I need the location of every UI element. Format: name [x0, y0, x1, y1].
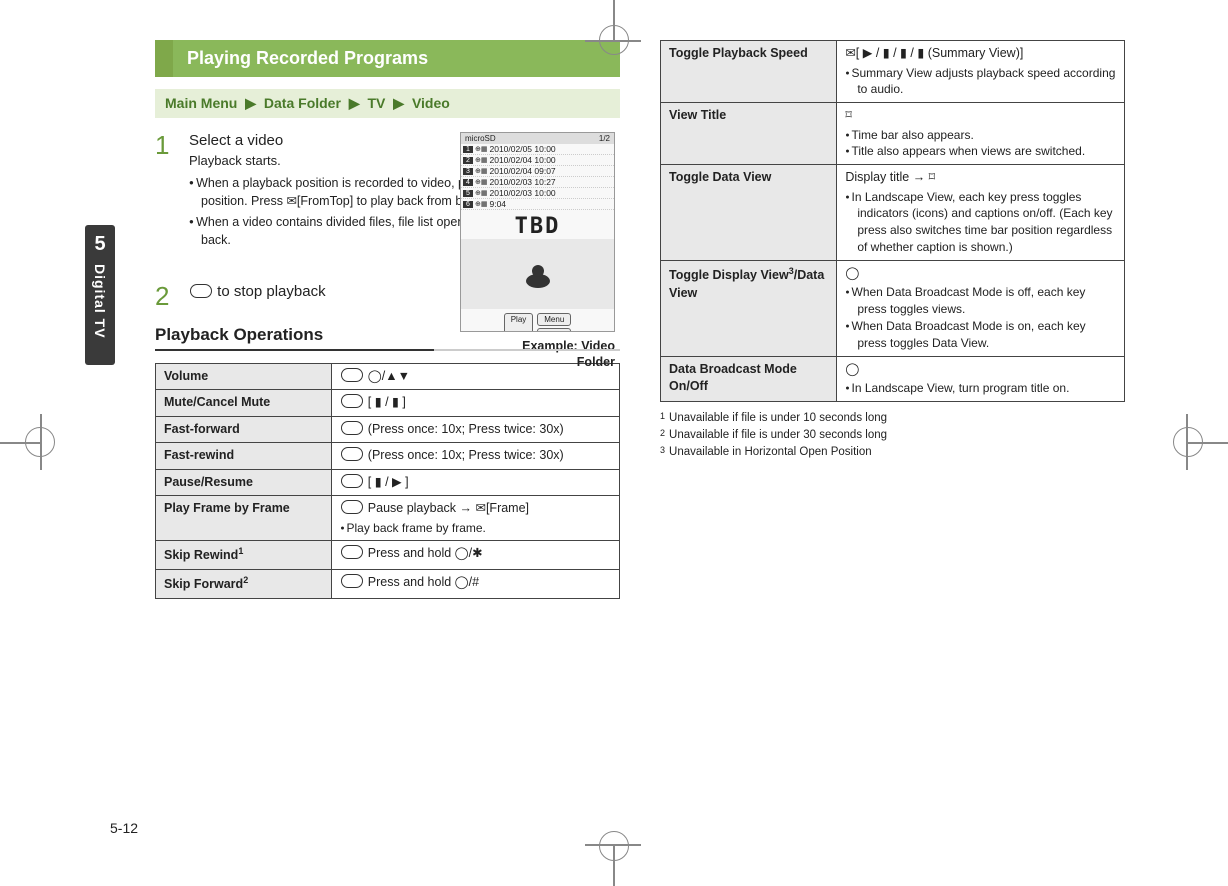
tbd-label: TBD: [461, 214, 614, 239]
operations-table-right: Toggle Playback Speed✉[ ▶ / ▮ / ▮ / ▮ (S…: [660, 40, 1125, 402]
screen-header-right: 1/2: [599, 134, 610, 143]
op-desc: Press and hold ◯/✱: [332, 541, 620, 570]
op-label: Skip Forward2: [156, 569, 332, 598]
op-label: View Title: [661, 103, 837, 165]
footnote-number: 3: [660, 445, 665, 455]
breadcrumb-part: Video: [412, 95, 450, 111]
op-label: Fast-rewind: [156, 443, 332, 470]
op-desc: [ ▮ / ▮ ]: [332, 390, 620, 417]
step-title: to stop playback: [217, 283, 325, 300]
op-desc: ◯When Data Broadcast Mode is off, each k…: [837, 260, 1125, 356]
table-row: Data Broadcast Mode On/Off◯In Landscape …: [661, 356, 1125, 401]
screen-header-left: microSD: [465, 134, 496, 143]
breadcrumb-part: Main Menu: [165, 95, 237, 111]
op-desc: ⌑Time bar also appears.Title also appear…: [837, 103, 1125, 165]
chapter-title: Digital TV: [92, 264, 108, 339]
op-label: Volume: [156, 363, 332, 390]
table-row: Toggle Data ViewDisplay title → ⌑In Land…: [661, 165, 1125, 261]
file-list-row: 5⊕▦2010/02/03 10:00: [461, 188, 614, 199]
footnote-number: 1: [660, 411, 665, 421]
chevron-icon: ▶: [349, 95, 360, 111]
subsection-title: Playback Operations: [155, 325, 620, 353]
breadcrumb-part: Data Folder: [264, 95, 341, 111]
operations-table-left: Volume ◯/▲▼Mute/Cancel Mute [ ▮ / ▮ ]Fas…: [155, 363, 620, 599]
chapter-number: 5: [94, 233, 105, 256]
right-column: Toggle Playback Speed✉[ ▶ / ▮ / ▮ / ▮ (S…: [660, 40, 1125, 599]
preview-image: [461, 239, 614, 309]
page-number: 5-12: [110, 820, 138, 836]
file-list-row: 6⊕▦ 9:04: [461, 199, 614, 210]
file-list-row: 3⊕▦2010/02/04 09:07: [461, 166, 614, 177]
caption-line: Folder: [460, 354, 615, 370]
op-desc: [ ▮ / ▶ ]: [332, 469, 620, 496]
op-label: Play Frame by Frame: [156, 496, 332, 541]
section-header: Playing Recorded Programs: [155, 40, 620, 77]
clear-key-icon: [190, 284, 212, 298]
chapter-tab: 5 Digital TV: [85, 225, 115, 365]
breadcrumb: Main Menu ▶ Data Folder ▶ TV ▶ Video: [155, 89, 620, 118]
footnote-text: Unavailable in Horizontal Open Position: [669, 446, 872, 458]
table-row: Fast-forward (Press once: 10x; Press twi…: [156, 416, 620, 443]
file-list-row: 4⊕▦2010/02/03 10:27: [461, 177, 614, 188]
table-row: Toggle Display View3/Data View◯When Data…: [661, 260, 1125, 356]
file-list-row: 2⊕▦2010/02/04 10:00: [461, 155, 614, 166]
manual-page: 5 Digital TV Playing Recorded Programs M…: [0, 0, 1228, 886]
file-list-row: 1⊕▦2010/02/05 10:00: [461, 144, 614, 155]
footnotes: 1 Unavailable if file is under 10 seconds…: [660, 410, 1125, 462]
step-number: 2: [155, 283, 177, 309]
breadcrumb-part: TV: [367, 95, 385, 111]
table-row: View Title⌑Time bar also appears.Title a…: [661, 103, 1125, 165]
op-label: Data Broadcast Mode On/Off: [661, 356, 837, 401]
op-label: Skip Rewind1: [156, 541, 332, 570]
table-row: Skip Forward2 Press and hold ◯/#: [156, 569, 620, 598]
accent-bar: [155, 40, 173, 77]
section-title: Playing Recorded Programs: [173, 40, 620, 77]
footnote-text: Unavailable if file is under 10 seconds …: [669, 412, 887, 424]
op-desc: (Press once: 10x; Press twice: 30x): [332, 416, 620, 443]
op-label: Fast-forward: [156, 416, 332, 443]
op-label: Toggle Playback Speed: [661, 41, 837, 103]
footnote-number: 2: [660, 428, 665, 438]
op-label: Pause/Resume: [156, 469, 332, 496]
op-label: Toggle Data View: [661, 165, 837, 261]
table-row: Pause/Resume [ ▮ / ▶ ]: [156, 469, 620, 496]
op-label: Mute/Cancel Mute: [156, 390, 332, 417]
step-number: 1: [155, 132, 177, 253]
table-row: Mute/Cancel Mute [ ▮ / ▮ ]: [156, 390, 620, 417]
footnote-text: Unavailable if file is under 30 seconds …: [669, 429, 887, 441]
op-desc: Press and hold ◯/#: [332, 569, 620, 598]
chevron-icon: ▶: [393, 95, 404, 111]
table-row: Fast-rewind (Press once: 10x; Press twic…: [156, 443, 620, 470]
op-desc: Display title → ⌑In Landscape View, each…: [837, 165, 1125, 261]
table-row: Skip Rewind1 Press and hold ◯/✱: [156, 541, 620, 570]
chevron-icon: ▶: [245, 95, 256, 111]
op-desc: (Press once: 10x; Press twice: 30x): [332, 443, 620, 470]
op-desc: ✉[ ▶ / ▮ / ▮ / ▮ (Summary View)]Summary …: [837, 41, 1125, 103]
op-label: Toggle Display View3/Data View: [661, 260, 837, 356]
table-row: Toggle Playback Speed✉[ ▶ / ▮ / ▮ / ▮ (S…: [661, 41, 1125, 103]
table-row: Play Frame by Frame Pause playback → ✉[F…: [156, 496, 620, 541]
op-desc: Pause playback → ✉[Frame]Play back frame…: [332, 496, 620, 541]
left-column: Playing Recorded Programs Main Menu ▶ Da…: [155, 40, 620, 599]
op-desc: ◯In Landscape View, turn program title o…: [837, 356, 1125, 401]
